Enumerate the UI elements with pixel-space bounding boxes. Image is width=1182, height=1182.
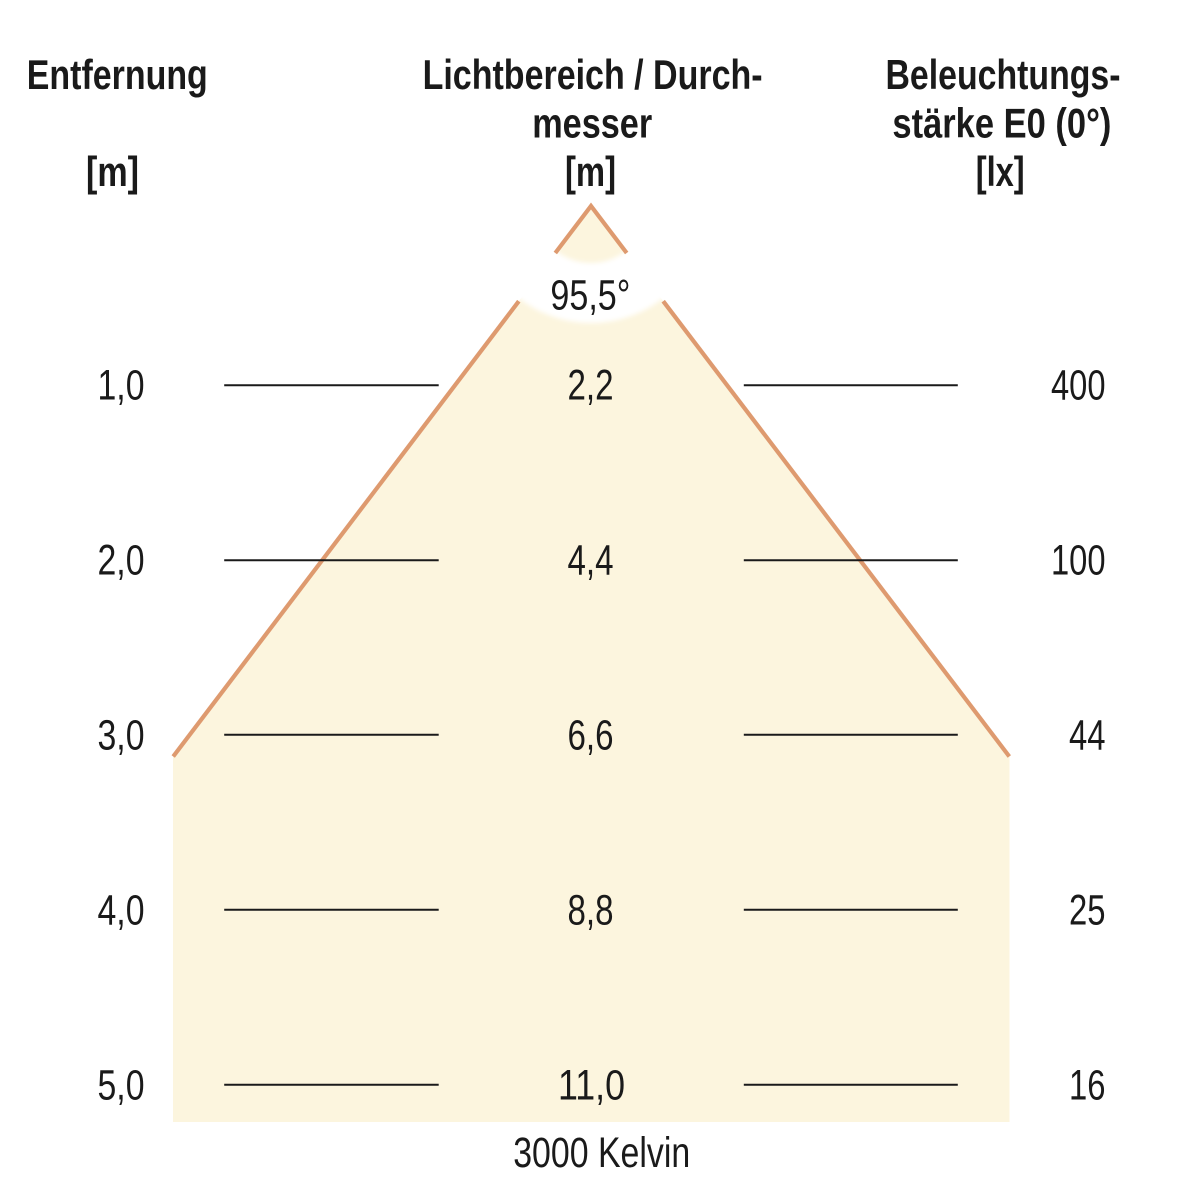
- svg-text:25: 25: [1069, 886, 1106, 934]
- svg-text:100: 100: [1051, 537, 1106, 585]
- svg-text:44: 44: [1069, 711, 1106, 759]
- svg-text:2,0: 2,0: [98, 537, 145, 585]
- svg-text:Beleuchtungs-: Beleuchtungs-: [886, 51, 1121, 98]
- svg-text:3,0: 3,0: [98, 711, 145, 759]
- svg-text:[lx]: [lx]: [976, 148, 1025, 195]
- svg-text:1,0: 1,0: [98, 361, 145, 409]
- svg-text:2,2: 2,2: [568, 361, 614, 409]
- svg-text:8,8: 8,8: [568, 886, 614, 934]
- svg-text:4,4: 4,4: [568, 537, 614, 585]
- svg-text:6,6: 6,6: [568, 711, 614, 759]
- svg-text:5,0: 5,0: [98, 1061, 145, 1109]
- svg-text:Lichtbereich / Durch-: Lichtbereich / Durch-: [423, 51, 763, 98]
- svg-text:messer: messer: [532, 99, 652, 146]
- svg-text:95,5°: 95,5°: [550, 272, 630, 320]
- svg-text:3000 Kelvin: 3000 Kelvin: [513, 1129, 690, 1177]
- svg-text:stärke E0 (0°): stärke E0 (0°): [892, 99, 1111, 146]
- svg-text:[m]: [m]: [565, 148, 616, 195]
- svg-text:400: 400: [1051, 361, 1106, 409]
- svg-text:[m]: [m]: [86, 148, 139, 195]
- svg-text:Entfernung: Entfernung: [27, 51, 208, 98]
- svg-text:16: 16: [1069, 1061, 1106, 1109]
- svg-text:4,0: 4,0: [98, 886, 145, 934]
- svg-text:11,0: 11,0: [558, 1061, 625, 1109]
